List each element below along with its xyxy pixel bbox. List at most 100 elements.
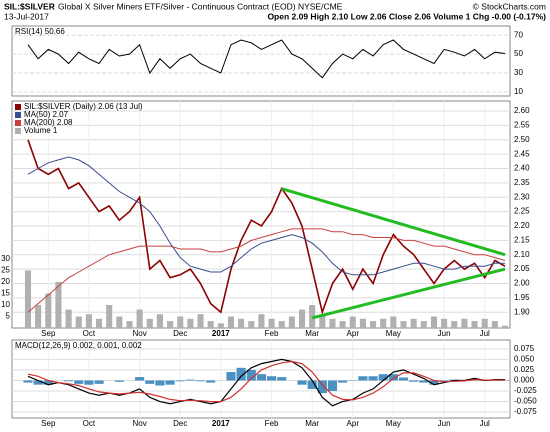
legend-swatch (15, 104, 21, 110)
histogram-bar (327, 380, 338, 392)
histogram-bar (439, 380, 449, 382)
histogram-bar (256, 374, 266, 381)
histogram-bar (246, 369, 256, 381)
x-tick-label: Jun (438, 329, 451, 338)
x-tick-label: Oct (83, 329, 96, 338)
symbol: SIL:$SILVER (4, 1, 55, 11)
y-tick-label: 1.95 (514, 293, 530, 302)
volume-bar (319, 314, 326, 328)
x-tick-label: Nov (133, 329, 147, 338)
rsi-line (27, 39, 506, 79)
x-tick-label: Feb (265, 329, 279, 338)
volume-bar (380, 318, 387, 328)
panel-label: MACD(12,26,9) 0.002, 0.001, 0.002 (15, 341, 142, 350)
x-tick-label: 2017 (212, 419, 230, 428)
volume-bar (177, 316, 184, 328)
volume-bar (370, 321, 377, 328)
volume-bar (329, 318, 336, 328)
histogram-bar (74, 380, 84, 384)
histogram-bar (338, 380, 348, 383)
volume-bar (65, 309, 72, 328)
y-tick-label: 2.15 (514, 235, 530, 244)
histogram-bar (64, 380, 74, 382)
panel-label: RSI(14) 50.66 (15, 27, 65, 36)
volume-bar (349, 316, 356, 328)
y-tick-label: 2.45 (514, 149, 530, 158)
histogram-bar (398, 377, 409, 381)
y-tick-label: 2.50 (514, 135, 530, 144)
quote: Open 2.09 High 2.10 Low 2.06 Close 2.06 … (267, 11, 546, 21)
x-tick-label: Sep (41, 329, 56, 338)
volume-bar (248, 321, 255, 328)
x-tick-label: Jul (480, 329, 490, 338)
volume-bar (75, 316, 82, 328)
volume-tick-label: 5 (6, 312, 11, 321)
volume-bar (471, 321, 478, 328)
volume-bar (156, 314, 163, 328)
volume-bar (106, 305, 113, 328)
histogram-bar (185, 379, 195, 381)
volume-tick-label: 20 (1, 277, 10, 286)
y-tick-label: 2.10 (514, 250, 530, 259)
price-line (27, 139, 506, 316)
histogram-bar (419, 380, 429, 383)
histogram-bar (378, 374, 388, 381)
legend-swatch (15, 120, 21, 126)
x-tick-label: Mar (305, 419, 319, 428)
y-tick-label: 2.00 (514, 279, 530, 288)
volume-tick-label: 25 (1, 266, 10, 275)
volume-bar (430, 316, 438, 328)
volume-bar (35, 305, 42, 328)
volume-bar (278, 321, 285, 328)
histogram-bar (388, 374, 398, 381)
volume-bar (136, 309, 143, 328)
legend-label: Volume 1 (24, 126, 58, 135)
y-tick-label: 2.30 (514, 192, 530, 201)
histogram-bar (358, 376, 368, 381)
y-tick-label: 2.60 (514, 106, 530, 115)
volume-bar (339, 321, 346, 328)
histogram-bar (114, 380, 124, 382)
y-tick-label: 50 (514, 49, 523, 58)
date: 13-Jul-2017 (4, 11, 49, 21)
volume-tick-label: 30 (1, 254, 10, 263)
volume-bar (116, 316, 123, 328)
y-tick-label: 0.000 (514, 376, 535, 385)
y-tick-label: 2.05 (514, 264, 530, 273)
volume-bar (167, 321, 174, 328)
histogram-bar (317, 380, 327, 394)
panel (11, 25, 511, 97)
volume-tick-label: 15 (1, 289, 10, 298)
volume-bar (238, 318, 245, 328)
y-tick-label: 10 (514, 87, 523, 96)
volume-bar (298, 309, 306, 328)
volume-bar (359, 318, 366, 328)
volume-bar (410, 318, 417, 328)
volume-tick-label: 10 (1, 300, 10, 309)
volume-bar (55, 282, 62, 328)
volume-bar (187, 318, 194, 328)
y-tick-label: 2.25 (514, 207, 530, 216)
panel (11, 100, 511, 329)
y-tick-label: -0.025 (514, 386, 537, 395)
volume-bar (288, 316, 295, 328)
histogram-bar (267, 376, 277, 381)
histogram-bar (429, 380, 439, 385)
y-tick-label: 1.90 (514, 307, 530, 316)
volume-bar (501, 325, 509, 328)
volume-bar (481, 318, 488, 328)
histogram-bar (226, 372, 236, 381)
histogram-bar (195, 380, 206, 382)
x-tick-label: May (386, 329, 401, 338)
x-tick-label: Oct (83, 419, 96, 428)
volume-bar (95, 318, 103, 328)
histogram-bar (236, 367, 246, 381)
y-tick-label: 2.55 (514, 121, 530, 130)
x-tick-label: Sep (41, 419, 56, 428)
histogram-bar (84, 380, 94, 385)
histogram-bar (94, 380, 104, 384)
volume-bar (441, 318, 448, 328)
y-tick-label: 2.35 (514, 178, 530, 187)
